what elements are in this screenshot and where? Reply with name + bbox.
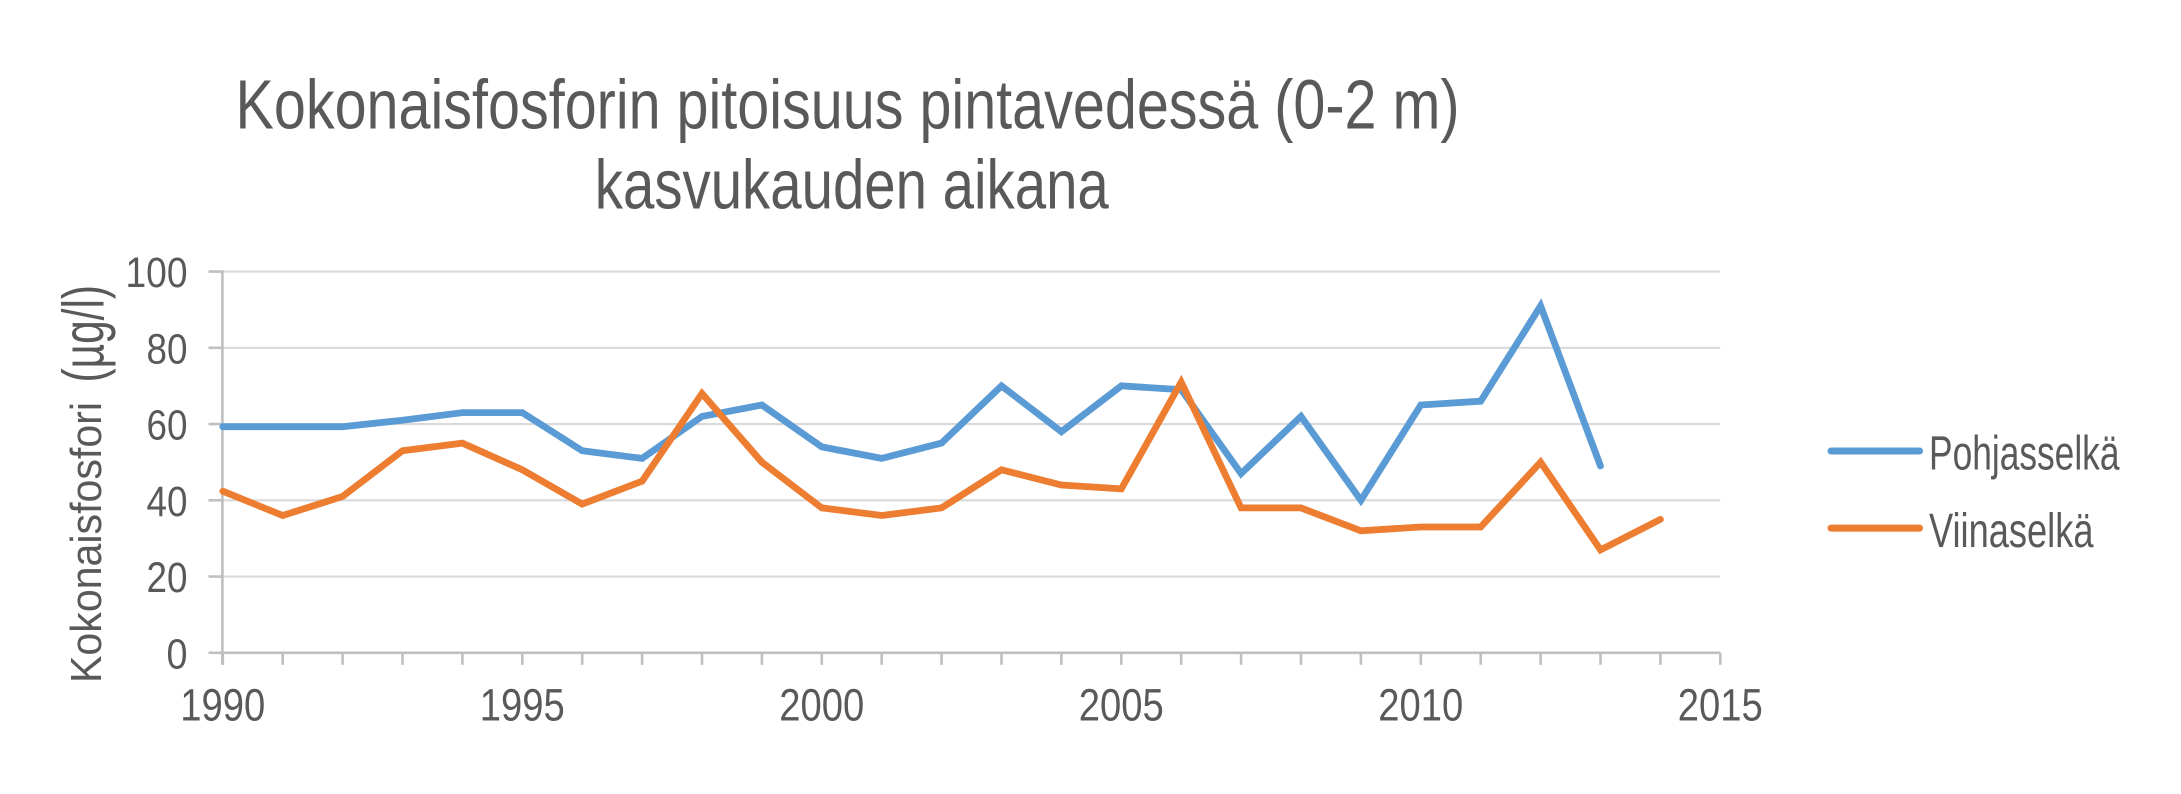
svg-text:kasvukauden aikana: kasvukauden aikana (595, 146, 1109, 224)
svg-text:2005: 2005 (1079, 680, 1164, 731)
svg-text:Kokonaisfosfori: Kokonaisfosfori (62, 402, 111, 683)
svg-text:2015: 2015 (1678, 680, 1763, 731)
svg-text:1995: 1995 (480, 680, 565, 731)
svg-text:80: 80 (147, 326, 188, 374)
svg-text:Viinaselkä: Viinaselkä (1929, 505, 2094, 558)
svg-text:2000: 2000 (779, 680, 864, 731)
svg-text:2010: 2010 (1378, 680, 1463, 731)
svg-text:Pohjasselkä: Pohjasselkä (1929, 428, 2120, 481)
svg-text:20: 20 (147, 554, 188, 602)
svg-text:40: 40 (147, 478, 188, 526)
svg-text:60: 60 (147, 402, 188, 450)
svg-text:Kokonaisfosforin pitoisuus pin: Kokonaisfosforin pitoisuus pintavedessä … (236, 66, 1460, 144)
svg-text:1990: 1990 (180, 680, 265, 731)
svg-text:100: 100 (126, 249, 188, 297)
svg-text:0: 0 (167, 631, 188, 679)
svg-text:(µg/l): (µg/l) (52, 285, 117, 383)
